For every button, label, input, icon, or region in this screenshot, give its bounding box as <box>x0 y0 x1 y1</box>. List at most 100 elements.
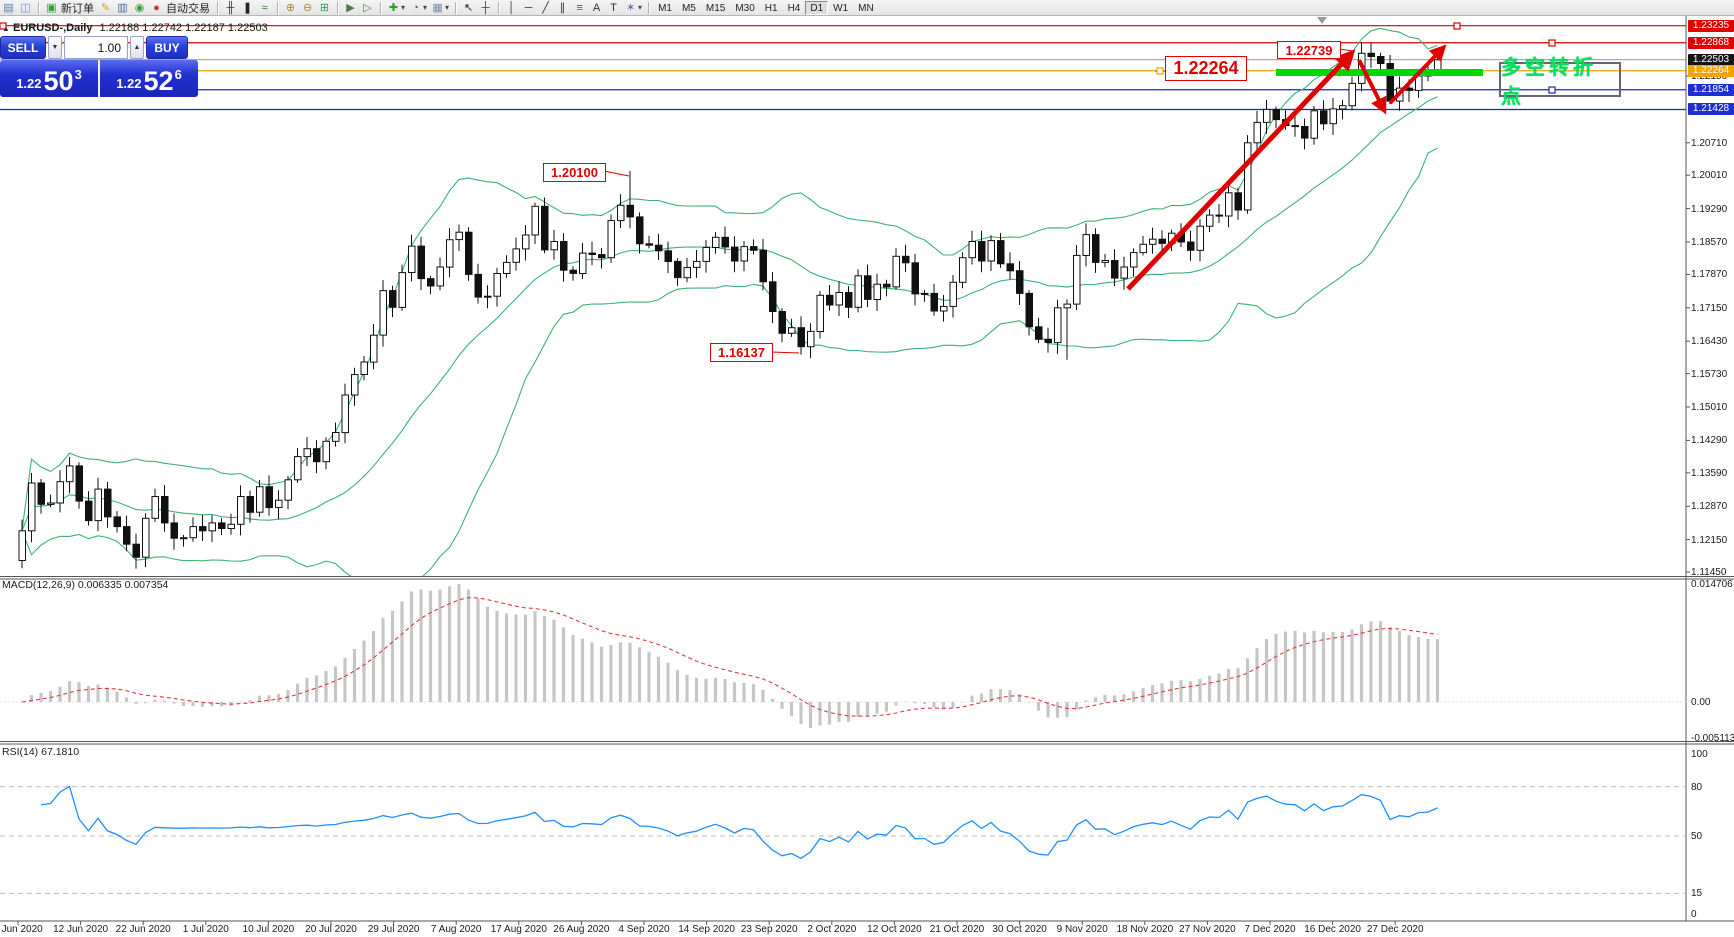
styler-icon[interactable]: ✎ <box>100 1 111 14</box>
buy-price-display[interactable]: 1.22 52 6 <box>100 60 198 97</box>
date-axis-label: 27 Dec 2020 <box>1366 924 1424 935</box>
price-axis-tick: 1.14290 <box>1691 435 1728 447</box>
price-annotation-box[interactable]: 1.20100 <box>543 163 606 182</box>
period-icon[interactable]: ◔ <box>412 1 419 14</box>
rsi-axis-tick: 50 <box>1691 831 1703 842</box>
period-icon-dropdown[interactable]: ▾ <box>423 3 428 12</box>
add-indicator-icon[interactable]: ✚ <box>388 1 399 14</box>
sep2 <box>217 1 218 14</box>
timeframe-m1[interactable]: M1 <box>653 1 677 15</box>
date-axis-label: 17 Aug 2020 <box>490 924 547 935</box>
date-axis-label: 27 Nov 2020 <box>1179 924 1236 935</box>
lot-decrease-button[interactable]: ▼ <box>48 36 62 59</box>
price-annotation-box[interactable]: 1.22264 <box>1165 56 1247 81</box>
price-annotation-box[interactable]: 1.22739 <box>1277 41 1341 59</box>
zoom-in-icon[interactable]: ⊕ <box>285 1 296 14</box>
trendline-icon[interactable]: ╱ <box>542 1 549 14</box>
timeframe-d1[interactable]: D1 <box>805 0 829 15</box>
arrows-tool-icon[interactable]: ✶ <box>625 1 636 14</box>
lot-increase-button[interactable]: ▲ <box>130 36 144 59</box>
sell-button[interactable]: SELL <box>0 36 46 59</box>
buy-button[interactable]: BUY <box>146 36 188 59</box>
date-axis-label: 23 Sep 2020 <box>740 924 798 935</box>
macd-axis-tick: 0.014706 <box>1691 579 1733 590</box>
ohlc-values: 1.22188 1.22742 1.22187 1.22503 <box>99 22 268 34</box>
text-icon[interactable]: A <box>592 1 601 14</box>
date-axis-label: 20 Jul 2020 <box>305 924 357 935</box>
candlestick-chart-icon[interactable]: ❚ <box>242 1 253 14</box>
sep7 <box>498 1 500 14</box>
timeframe-mn[interactable]: MN <box>853 1 879 15</box>
price-axis-tick: 1.15010 <box>1691 402 1728 413</box>
rsi-legend: RSI(14) 67.1810 <box>2 746 80 758</box>
horizontal-line-icon[interactable]: ─ <box>524 1 533 14</box>
signals-icon[interactable]: ◉ <box>134 1 145 14</box>
cursor-icon[interactable]: ↖ <box>463 1 474 14</box>
date-axis-label: 29 Jul 2020 <box>367 924 420 935</box>
lot-size-input[interactable] <box>64 36 128 59</box>
sep3 <box>277 1 278 14</box>
timeframe-m5[interactable]: M5 <box>677 1 701 15</box>
macd-axis-tick: 0.00 <box>1691 697 1711 708</box>
macd-legend: MACD(12,26,9) 0.006335 0.007354 <box>2 579 169 591</box>
rsi-axis-tick: 0 <box>1691 909 1697 920</box>
price-level-chip[interactable]: 1.22868 <box>1688 36 1734 49</box>
price-level-chip[interactable]: 1.21854 <box>1688 83 1734 96</box>
rsi-axis-tick: 100 <box>1691 749 1708 760</box>
chart-title: EURUSD-,Daily 1.22188 1.22742 1.22187 1.2… <box>13 22 268 34</box>
autotrading-icon-label[interactable]: 自动交易 <box>166 2 210 15</box>
timeframe-m15[interactable]: M15 <box>701 1 730 15</box>
timeframe-h1[interactable]: H1 <box>760 1 783 15</box>
price-level-chip[interactable]: 1.22264 <box>1688 64 1734 77</box>
price-axis-tick: 1.20010 <box>1691 170 1728 182</box>
chart-shift-icon[interactable]: ▷ <box>363 1 372 14</box>
tile-windows-icon[interactable]: ⊞ <box>319 1 330 14</box>
rsi-axis-tick: 15 <box>1691 888 1703 899</box>
timeframe-m30[interactable]: M30 <box>730 1 759 15</box>
new-order-icon[interactable]: ▣ <box>46 1 57 14</box>
data-window-icon[interactable]: ▤ <box>3 1 14 14</box>
bar-chart-icon[interactable]: ╫ <box>226 1 235 14</box>
sep5 <box>380 1 381 14</box>
timeframe-h4[interactable]: H4 <box>783 1 806 15</box>
timeframe-w1[interactable]: W1 <box>828 1 853 15</box>
date-axis-label: 18 Nov 2020 <box>1116 924 1174 935</box>
trade-panel-collapse-icon[interactable]: ▲ <box>2 24 10 33</box>
add-indicator-icon-dropdown[interactable]: ▾ <box>401 3 406 12</box>
price-axis-tick: 1.12150 <box>1691 534 1728 546</box>
strategy-tester-icon[interactable]: ▥ <box>117 1 128 14</box>
date-axis-label: 12 Oct 2020 <box>867 924 922 935</box>
crosshair-icon[interactable]: ┼ <box>481 1 490 14</box>
price-level-chip[interactable]: 1.21428 <box>1688 103 1734 116</box>
sell-price-display[interactable]: 1.22 50 3 <box>0 60 100 97</box>
template-icon-dropdown[interactable]: ▾ <box>445 3 450 12</box>
date-axis-label: 12 Jun 2020 <box>53 924 109 935</box>
market-watch-icon[interactable]: ◫ <box>20 1 31 14</box>
fibonacci-icon[interactable]: ≡ <box>576 1 583 14</box>
channel-icon[interactable]: ∥ <box>559 1 566 14</box>
date-axis-label: 21 Oct 2020 <box>929 924 985 935</box>
arrows-tool-icon-dropdown[interactable]: ▾ <box>638 3 643 12</box>
price-level-chip[interactable]: 1.23235 <box>1688 19 1734 32</box>
date-axis-label: 26 Aug 2020 <box>553 924 610 935</box>
sep4 <box>337 1 338 14</box>
symbol-period-label: EURUSD-,Daily <box>13 22 93 34</box>
sep6 <box>455 1 457 14</box>
new-order-icon-label[interactable]: 新订单 <box>61 2 94 15</box>
price-axis-tick: 1.17150 <box>1691 302 1728 314</box>
sep8 <box>648 1 650 14</box>
price-annotation-box[interactable]: 1.16137 <box>710 343 773 362</box>
text-label-icon[interactable]: T <box>610 1 617 14</box>
price-level-chip[interactable]: 1.22503 <box>1688 53 1734 66</box>
turning-point-note[interactable]: 多空转折点 <box>1499 57 1621 108</box>
template-icon[interactable]: ▦ <box>432 1 443 14</box>
price-axis-tick: 1.16430 <box>1691 336 1728 348</box>
line-chart-icon[interactable]: ≈ <box>261 1 268 14</box>
auto-scroll-icon[interactable]: ▶ <box>346 1 355 14</box>
vertical-line-icon[interactable]: │ <box>508 1 515 14</box>
autotrading-icon[interactable]: ● <box>153 1 160 14</box>
price-axis-tick: 1.20710 <box>1691 137 1728 149</box>
zoom-out-icon[interactable]: ⊖ <box>302 1 313 14</box>
